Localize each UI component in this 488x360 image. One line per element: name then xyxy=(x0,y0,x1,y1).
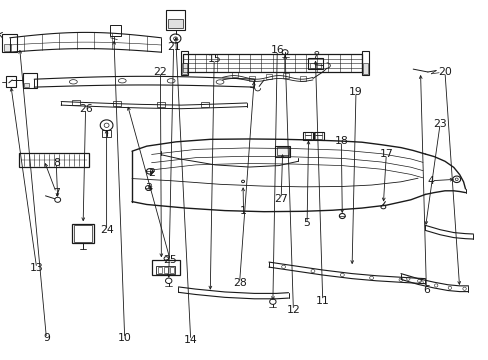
Text: 15: 15 xyxy=(207,54,221,64)
Text: 22: 22 xyxy=(153,67,167,77)
Bar xyxy=(315,132,322,135)
Bar xyxy=(113,101,121,106)
Text: 1: 1 xyxy=(240,206,246,216)
Text: 23: 23 xyxy=(432,119,446,129)
Bar xyxy=(157,102,165,107)
Bar xyxy=(24,83,29,87)
Bar xyxy=(304,132,311,135)
Bar xyxy=(363,63,367,74)
Bar xyxy=(158,267,162,273)
Bar xyxy=(72,100,80,105)
Bar xyxy=(300,76,305,81)
Bar xyxy=(283,73,288,78)
Bar xyxy=(156,266,175,274)
Text: 2: 2 xyxy=(148,168,155,178)
Bar xyxy=(307,58,322,69)
Bar xyxy=(201,102,209,107)
Text: 20: 20 xyxy=(437,67,451,77)
Text: 19: 19 xyxy=(348,87,362,97)
Text: 16: 16 xyxy=(270,45,284,55)
Bar xyxy=(313,132,323,140)
Text: 26: 26 xyxy=(79,104,92,114)
Bar xyxy=(274,146,290,157)
Bar xyxy=(2,34,17,52)
Bar xyxy=(151,260,180,275)
Text: 18: 18 xyxy=(334,136,347,146)
Bar xyxy=(4,44,11,51)
Bar xyxy=(102,130,111,137)
Bar xyxy=(316,63,321,68)
Bar xyxy=(72,224,94,243)
Text: 17: 17 xyxy=(379,149,392,159)
Bar xyxy=(6,76,16,87)
Bar xyxy=(309,63,315,68)
Bar xyxy=(110,25,121,36)
Text: 27: 27 xyxy=(274,194,287,204)
Text: 25: 25 xyxy=(163,255,177,265)
Bar xyxy=(315,135,322,139)
Bar xyxy=(23,73,37,88)
Bar xyxy=(276,147,288,155)
Bar xyxy=(248,76,254,81)
Text: 4: 4 xyxy=(427,176,434,186)
Bar xyxy=(231,72,237,77)
Text: 10: 10 xyxy=(118,333,131,343)
Bar xyxy=(182,63,186,74)
Bar xyxy=(166,10,184,30)
Bar xyxy=(304,135,311,139)
Bar xyxy=(168,19,183,28)
Text: 21: 21 xyxy=(166,42,180,52)
Bar xyxy=(361,51,368,75)
Bar xyxy=(183,54,361,72)
Bar xyxy=(163,267,167,273)
Text: 7: 7 xyxy=(53,188,60,198)
Text: 9: 9 xyxy=(43,333,50,343)
Text: 3: 3 xyxy=(145,183,152,193)
Text: 14: 14 xyxy=(183,335,197,345)
Bar xyxy=(181,51,188,75)
Text: 11: 11 xyxy=(315,296,329,306)
Bar xyxy=(169,267,173,273)
Bar xyxy=(19,153,89,167)
Text: 13: 13 xyxy=(30,263,43,273)
Text: 28: 28 xyxy=(232,278,246,288)
Text: 8: 8 xyxy=(53,158,60,168)
Bar xyxy=(303,132,312,140)
Text: 6: 6 xyxy=(422,285,429,295)
Text: 24: 24 xyxy=(100,225,113,235)
Bar xyxy=(74,225,92,242)
Text: 5: 5 xyxy=(303,218,310,228)
Bar xyxy=(265,74,271,79)
Text: 12: 12 xyxy=(286,305,300,315)
